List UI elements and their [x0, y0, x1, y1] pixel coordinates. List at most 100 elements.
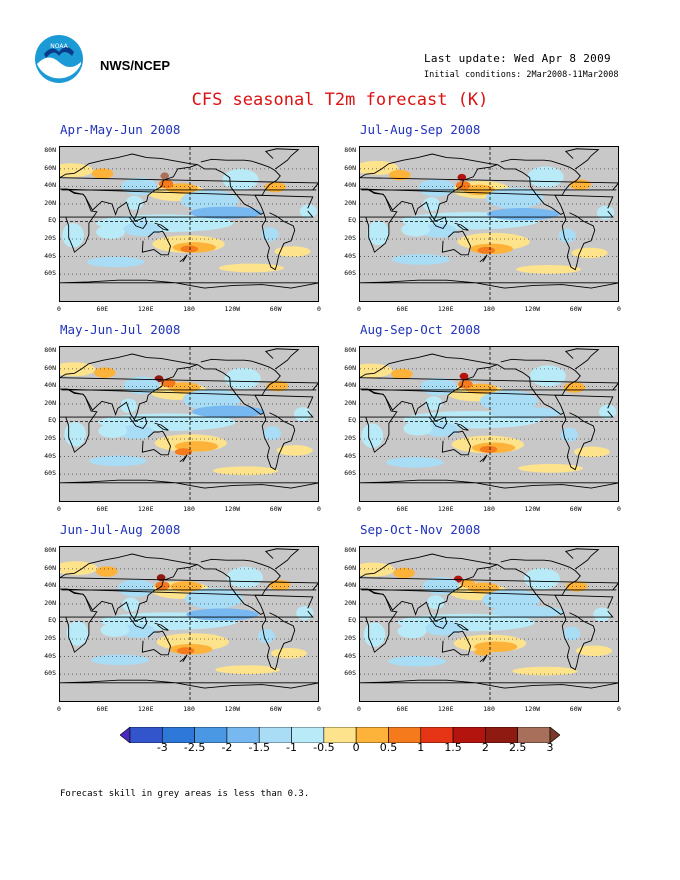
longitude-label: 60E	[396, 505, 409, 513]
latitude-label: 40S	[344, 451, 356, 460]
colorbar-swatch	[549, 726, 561, 744]
anomaly-region	[180, 245, 198, 253]
coastline	[128, 216, 148, 230]
anomaly-region	[512, 666, 578, 676]
coastline	[179, 454, 188, 463]
anomaly-region	[93, 367, 116, 378]
anomaly-region	[170, 581, 203, 592]
forecast-map-panel	[359, 146, 619, 302]
latitude-label: 40N	[344, 581, 356, 590]
longitude-label: 60W	[569, 705, 582, 713]
forecast-map-panel	[359, 546, 619, 702]
anomaly-map	[60, 547, 318, 701]
coastline	[154, 222, 169, 231]
anomaly-region	[257, 629, 276, 644]
latitude-label: 20S	[44, 434, 56, 443]
anomaly-region	[296, 606, 314, 621]
longitude-label: 60W	[569, 505, 582, 513]
anomaly-region	[263, 426, 281, 441]
anomaly-region	[388, 169, 411, 181]
latitude-label: 60N	[44, 563, 56, 572]
anomaly-region	[222, 168, 259, 190]
anomaly-region	[569, 179, 592, 190]
latitude-label: 40N	[344, 381, 356, 390]
longitude-label: 120W	[224, 305, 241, 313]
footnote: Forecast skill in grey areas is less tha…	[60, 789, 310, 799]
latitude-label: EQ	[48, 616, 56, 625]
anomaly-region	[575, 645, 613, 657]
colorbar-tick-label: -3	[156, 741, 168, 754]
latitude-label: 40S	[344, 651, 356, 660]
coastline	[561, 212, 596, 271]
latitude-label: 20N	[344, 398, 356, 407]
latitude-label: EQ	[348, 416, 356, 425]
longitude-label: 0	[57, 705, 61, 713]
forecast-map-panel	[59, 546, 319, 702]
coastline	[428, 416, 448, 430]
coastline	[179, 254, 188, 263]
anomaly-region	[361, 423, 384, 448]
latitude-label: 60N	[44, 163, 56, 172]
anomaly-region	[276, 445, 313, 456]
coastline	[264, 148, 300, 170]
coastline	[60, 679, 318, 689]
anomaly-region	[119, 623, 157, 638]
latitude-label: 20S	[344, 434, 356, 443]
anomaly-region	[460, 578, 475, 588]
forecast-map-panel	[59, 146, 319, 302]
anomaly-region	[360, 160, 399, 175]
anomaly-region	[558, 228, 576, 243]
longitude-label: 120W	[224, 505, 241, 513]
coastline	[360, 553, 618, 621]
coastline	[360, 188, 614, 253]
anomaly-region	[516, 264, 581, 274]
anomaly-region	[166, 183, 198, 194]
colorbar-swatch	[119, 726, 131, 744]
coastline	[154, 422, 169, 431]
longitude-label: 0	[57, 505, 61, 513]
longitude-label: 180	[483, 505, 495, 513]
latitude-label: 80N	[344, 146, 356, 155]
anomaly-region	[86, 256, 145, 268]
initial-conditions: Initial conditions: 2Mar2008-11Mar2008	[424, 70, 619, 80]
anomaly-region	[427, 595, 445, 610]
anomaly-region	[91, 654, 149, 666]
latitude-label: 60S	[44, 669, 56, 678]
coastline	[454, 222, 469, 231]
colorbar-tick-label: 3	[546, 741, 554, 754]
anomaly-region	[393, 567, 415, 579]
coastline	[60, 153, 318, 221]
longitude-label: 180	[183, 705, 195, 713]
anomaly-region	[213, 466, 279, 476]
longitude-label: 120W	[224, 705, 241, 713]
coastline	[261, 612, 296, 671]
latitude-label: 60N	[44, 363, 56, 372]
longitude-label: 0	[317, 305, 321, 313]
coastline	[128, 616, 148, 630]
anomaly-region	[418, 179, 455, 197]
colorbar-tick-label: 0.5	[379, 741, 398, 754]
anomaly-region	[268, 579, 291, 591]
forecast-map-panel	[59, 346, 319, 502]
page-title: CFS seasonal T2m forecast (K)	[191, 90, 489, 110]
latitude-label: 20N	[344, 598, 356, 607]
longitude-label: 120W	[524, 505, 541, 513]
longitude-label: 120E	[137, 705, 154, 713]
latitude-label: 40N	[44, 381, 56, 390]
anomaly-region	[391, 368, 413, 380]
coastline	[60, 588, 314, 653]
coastline	[196, 358, 281, 416]
coastline	[360, 588, 614, 653]
anomaly-region	[593, 607, 611, 622]
latitude-label: 60N	[344, 163, 356, 172]
anomaly-region	[391, 254, 450, 265]
coastline	[561, 412, 596, 471]
longitude-label: 60E	[96, 305, 109, 313]
anomaly-region	[523, 568, 561, 590]
anomaly-region	[96, 225, 125, 240]
coastline	[428, 216, 448, 230]
longitude-label: 120W	[524, 705, 541, 713]
anomaly-region	[274, 246, 311, 257]
latitude-label: 20N	[44, 598, 56, 607]
coastline	[479, 654, 488, 663]
